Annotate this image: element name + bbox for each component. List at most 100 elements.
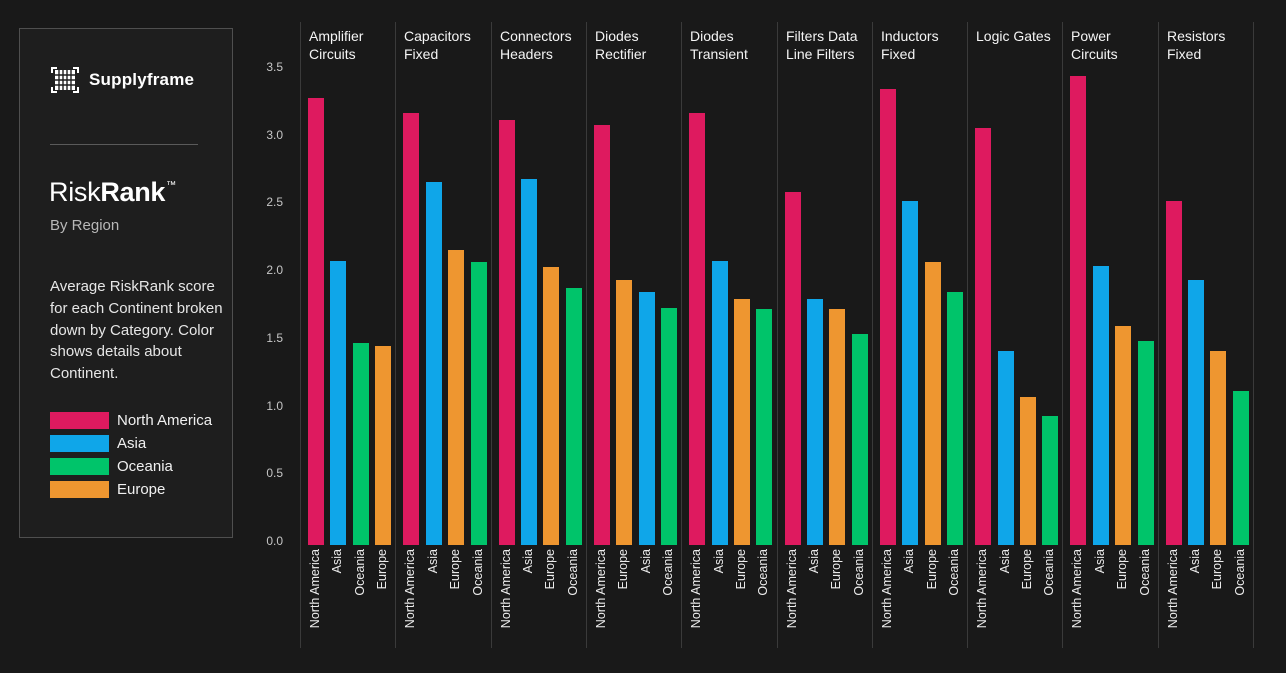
category-header: Diodes Transient — [690, 28, 748, 63]
bar[interactable] — [1138, 340, 1154, 545]
x-tick-label: North America — [975, 549, 989, 629]
category-header: Capacitors Fixed — [404, 28, 471, 63]
bar[interactable] — [712, 260, 728, 545]
x-tick-label: Europe — [734, 549, 748, 590]
bar[interactable] — [902, 201, 918, 545]
bar[interactable] — [594, 125, 610, 545]
title-bold: Rank — [100, 177, 166, 207]
bar[interactable] — [1188, 279, 1204, 545]
bar[interactable] — [1233, 390, 1249, 545]
bar[interactable] — [925, 261, 941, 545]
x-tick-label: Oceania — [661, 549, 675, 596]
x-tick-label: North America — [785, 549, 799, 629]
x-tick-label: North America — [499, 549, 513, 629]
category-header: Filters Data Line Filters — [786, 28, 858, 63]
x-tick-label: Asia — [1093, 549, 1107, 574]
bar[interactable] — [998, 351, 1014, 545]
x-tick-label: Oceania — [353, 549, 367, 596]
x-tick-label: North America — [403, 549, 417, 629]
bar[interactable] — [852, 333, 868, 545]
y-tick-label: 1.5 — [266, 330, 283, 345]
bar[interactable] — [689, 112, 705, 545]
legend-item[interactable]: North America — [50, 412, 212, 429]
bar[interactable] — [1210, 351, 1226, 545]
bar[interactable] — [1166, 201, 1182, 545]
bar[interactable] — [734, 298, 750, 545]
category-header: Amplifier Circuits — [309, 28, 364, 63]
bar[interactable] — [947, 291, 963, 545]
x-tick-label: Europe — [543, 549, 557, 590]
legend-swatch-icon — [50, 458, 109, 475]
bar[interactable] — [1115, 325, 1131, 545]
bar[interactable] — [639, 291, 655, 545]
bar[interactable] — [521, 179, 537, 545]
y-tick-label: 0.0 — [266, 534, 283, 548]
legend-label: North America — [117, 412, 213, 429]
bar[interactable] — [1042, 416, 1058, 545]
bar[interactable] — [661, 307, 677, 545]
bar[interactable] — [785, 191, 801, 545]
supplyframe-logo: Supplyframe — [50, 65, 194, 95]
y-tick-label: 3.0 — [266, 127, 283, 142]
page-title: RiskRank™ — [49, 177, 176, 208]
y-tick-label: 2.5 — [266, 195, 283, 210]
y-tick-label: 3.5 — [266, 59, 283, 74]
divider — [50, 144, 198, 145]
bar[interactable] — [330, 260, 346, 545]
y-tick-label: 2.0 — [266, 263, 283, 278]
category-separator — [681, 22, 682, 648]
x-tick-label: Europe — [375, 549, 389, 590]
x-tick-label: North America — [1166, 549, 1180, 629]
x-tick-label: Oceania — [1042, 549, 1056, 596]
x-tick-label: Oceania — [1138, 549, 1152, 596]
x-tick-label: Asia — [902, 549, 916, 574]
bar[interactable] — [829, 309, 845, 545]
x-tick-label: Europe — [1020, 549, 1034, 590]
x-tick-label: Europe — [616, 549, 630, 590]
legend-swatch-icon — [50, 481, 109, 498]
bar[interactable] — [1070, 76, 1086, 545]
bar[interactable] — [807, 298, 823, 545]
bar[interactable] — [975, 127, 991, 545]
x-tick-label: Asia — [998, 549, 1012, 574]
category-header: Resistors Fixed — [1167, 28, 1226, 63]
x-tick-label: North America — [880, 549, 894, 629]
bar[interactable] — [1020, 397, 1036, 545]
category-header: Inductors Fixed — [881, 28, 939, 63]
bar[interactable] — [353, 343, 369, 545]
bar[interactable] — [375, 345, 391, 545]
x-tick-label: Europe — [829, 549, 843, 590]
x-tick-label: Europe — [1115, 549, 1129, 590]
x-tick-label: Europe — [925, 549, 939, 590]
bar[interactable] — [1093, 266, 1109, 545]
title-regular: Risk — [49, 177, 101, 207]
bar[interactable] — [880, 88, 896, 545]
category-separator — [967, 22, 968, 648]
x-tick-label: Oceania — [852, 549, 866, 596]
bar[interactable] — [543, 267, 559, 545]
legend-item[interactable]: Oceania — [50, 458, 212, 475]
legend-item[interactable]: Asia — [50, 435, 212, 452]
x-tick-label: Europe — [1210, 549, 1224, 590]
category-header: Logic Gates — [976, 28, 1051, 44]
bar[interactable] — [471, 261, 487, 545]
x-tick-label: North America — [308, 549, 322, 629]
legend-swatch-icon — [50, 412, 109, 429]
bar[interactable] — [566, 287, 582, 545]
bar[interactable] — [616, 279, 632, 545]
x-tick-label: Asia — [639, 549, 653, 574]
x-tick-label: North America — [594, 549, 608, 629]
bar[interactable] — [403, 112, 419, 545]
trademark-symbol: ™ — [166, 180, 176, 191]
bar[interactable] — [448, 249, 464, 545]
category-separator — [300, 22, 301, 648]
y-tick-label: 0.5 — [266, 466, 283, 481]
bar[interactable] — [308, 98, 324, 545]
legend-swatch-icon — [50, 435, 109, 452]
bar[interactable] — [499, 119, 515, 545]
x-tick-label: Oceania — [566, 549, 580, 596]
legend-item[interactable]: Europe — [50, 481, 212, 498]
bar[interactable] — [426, 182, 442, 545]
bar[interactable] — [756, 309, 772, 545]
